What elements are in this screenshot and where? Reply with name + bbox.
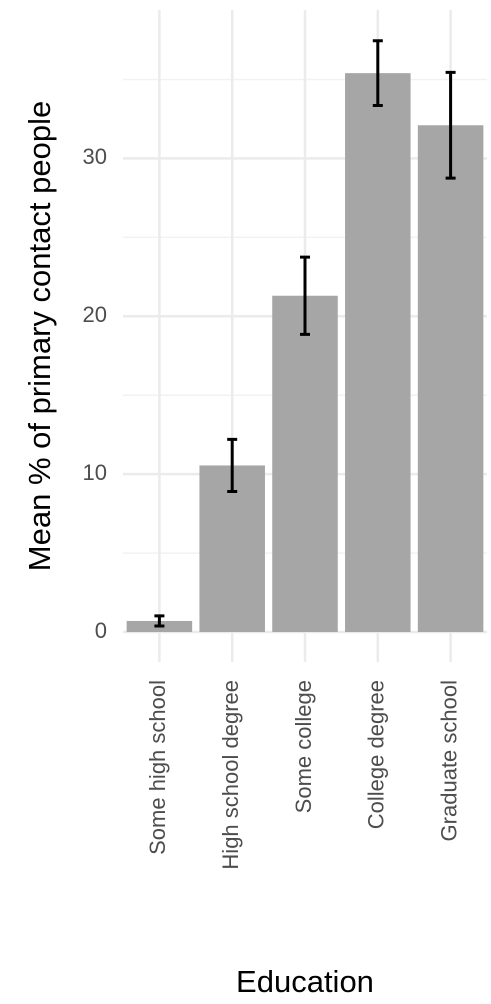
y-tick-label: 0 [95,618,107,643]
y-tick-label: 20 [83,302,107,327]
y-tick-label: 10 [83,460,107,485]
bar [199,465,265,633]
bar [417,125,484,633]
error-bar [154,614,165,628]
x-tick-label: College degree [364,680,389,829]
bar [345,73,411,633]
bar [272,295,338,633]
x-tick-label: Graduate school [436,680,461,841]
error-bar [227,437,238,494]
x-tick-label: Some high school [145,680,170,855]
error-bar [372,39,383,108]
error-bar [445,70,456,180]
x-tick-label: High school degree [218,680,243,870]
error-bar [300,255,310,336]
x-axis-title: Education [236,964,374,999]
x-tick-label: Some college [291,680,316,813]
y-tick-label: 30 [83,144,107,169]
y-axis-title: Mean % of primary contact people [22,101,57,571]
